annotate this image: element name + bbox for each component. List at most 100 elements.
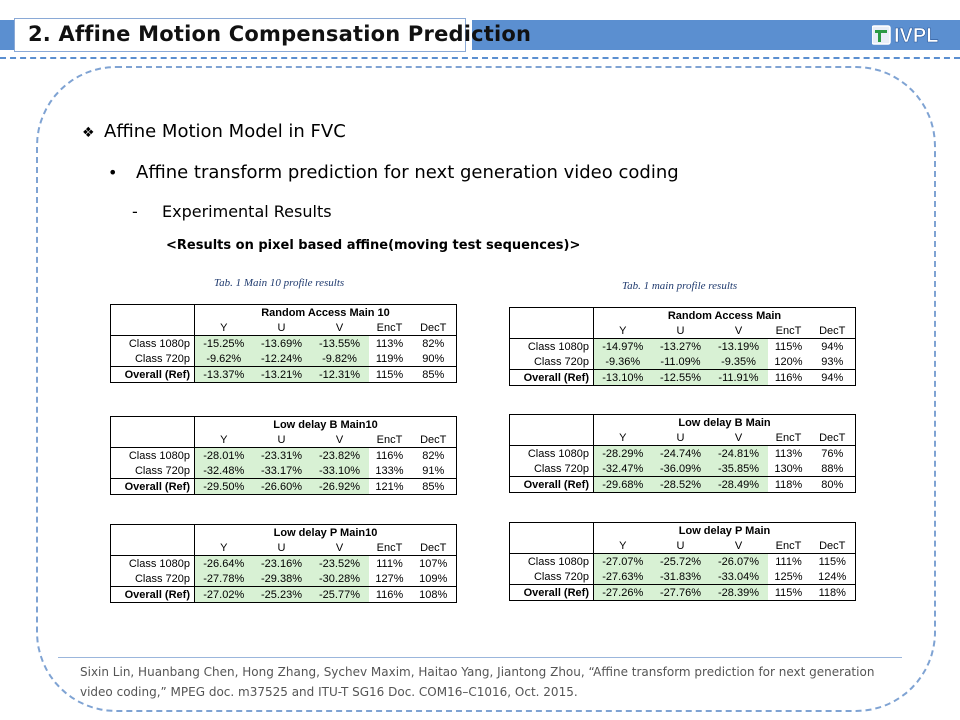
- table-overall-row: Overall (Ref) -13.37% -13.21% -12.31% 115% 85…: [110, 366, 457, 383]
- overall-cell: -25.77%: [310, 586, 369, 603]
- table-cell: -33.10%: [310, 463, 369, 479]
- overall-cell: -12.31%: [310, 366, 369, 383]
- column-header: Y: [593, 323, 652, 339]
- table-overall-row: Overall (Ref) -27.26% -27.76% -28.39% 115% 11…: [509, 584, 856, 601]
- table-corner-cell: [509, 414, 594, 430]
- table-row: Class 720p -9.62% -12.24% -9.82% 119% 90%: [110, 351, 457, 367]
- table-cell: 90%: [410, 351, 457, 367]
- caption-left: Tab. 1 Main 10 profile results: [214, 277, 345, 289]
- column-header: V: [310, 432, 369, 448]
- overall-label: Overall (Ref): [509, 476, 594, 493]
- table-header-blank: [509, 323, 594, 339]
- row-label: Class 1080p: [509, 338, 594, 354]
- column-header: U: [651, 430, 710, 446]
- table-cell: -25.72%: [651, 553, 710, 569]
- table-overall-row: Overall (Ref) -29.50% -26.60% -26.92% 121% 85…: [110, 478, 457, 495]
- table-cell: 115%: [774, 340, 803, 353]
- table-cell: 94%: [809, 338, 856, 354]
- overall-cell: -27.02%: [194, 586, 253, 603]
- table-cell: -13.27%: [651, 338, 710, 354]
- table-cell: -28.29%: [593, 445, 652, 461]
- column-header: DecT: [809, 538, 856, 554]
- table-title: Low delay P Main10: [194, 524, 457, 540]
- results-table-right-1: Random Access Main Y U V EncT DecT Class 1080p…: [509, 307, 856, 386]
- table-row: Class 720p -9.36% -11.09% -9.35% 120% 93%: [509, 354, 856, 370]
- column-header: Y: [194, 432, 253, 448]
- column-header: DecT: [410, 432, 457, 448]
- table-cell: -31.83%: [651, 569, 710, 585]
- overall-cell: -27.76%: [651, 584, 710, 601]
- overall-cell: 80%: [809, 476, 856, 493]
- table-row: Class 720p -32.48% -33.17% -33.10% 133% 91%: [110, 463, 457, 479]
- table-row: Class 1080p -14.97% -13.27% -13.19% 115% 94%: [509, 338, 856, 354]
- ivpl-logo: IVPL: [872, 25, 939, 47]
- table-cell: -13.69%: [252, 335, 311, 351]
- column-header: V: [310, 320, 369, 336]
- results-table-left-1: Random Access Main 10 Y U V EncT DecT Class 10…: [110, 304, 457, 383]
- table-cell: 82%: [410, 335, 457, 351]
- column-header: U: [252, 432, 311, 448]
- header-divider: [0, 57, 960, 59]
- table-corner-cell: [110, 416, 195, 432]
- table-corner-cell: [509, 522, 594, 538]
- table-cell: 111%: [376, 557, 403, 570]
- overall-cell: -26.60%: [252, 478, 311, 495]
- overall-cell: -26.92%: [310, 478, 369, 495]
- column-header: EncT: [368, 320, 411, 336]
- table-cell: -23.16%: [252, 555, 311, 571]
- column-header: V: [709, 430, 768, 446]
- table-cell: -26.07%: [709, 553, 768, 569]
- page-title: 2. Affine Motion Compensation Prediction: [28, 22, 532, 46]
- table-cell: -23.52%: [310, 555, 369, 571]
- table-row: Class 720p -32.47% -36.09% -35.85% 130% 88%: [509, 461, 856, 477]
- table-row: Class 1080p -28.01% -23.31% -23.82% 116% 82%: [110, 447, 457, 463]
- table-cell: 125%: [774, 570, 803, 583]
- overall-cell: -28.49%: [709, 476, 768, 493]
- table-cell: 119%: [375, 352, 404, 365]
- table-cell: -23.31%: [252, 447, 311, 463]
- results-table-right-2: Low delay B Main Y U V EncT DecT Class 1080p -2…: [509, 414, 856, 493]
- row-label: Class 720p: [110, 351, 195, 367]
- column-header: DecT: [809, 430, 856, 446]
- overall-cell: 116%: [368, 586, 411, 603]
- table-row: Class 720p -27.78% -29.38% -30.28% 127% 109%: [110, 571, 457, 587]
- table-row: Class 1080p -26.64% -23.16% -23.52% 111% 107%: [110, 555, 457, 571]
- table-cell: -12.24%: [252, 351, 311, 367]
- column-header: DecT: [410, 320, 457, 336]
- column-header: U: [252, 540, 311, 556]
- overall-cell: -13.10%: [593, 369, 652, 386]
- overall-cell: -25.23%: [252, 586, 311, 603]
- row-label: Class 720p: [509, 569, 594, 585]
- overall-cell: -29.50%: [194, 478, 253, 495]
- column-header: EncT: [767, 538, 810, 554]
- column-header: EncT: [767, 430, 810, 446]
- table-title: Low delay B Main: [593, 414, 856, 430]
- bullet-level1: ❖ Affine Motion Model in FVC: [82, 121, 346, 142]
- logo-text: IVPL: [894, 25, 938, 47]
- overall-cell: -13.37%: [194, 366, 253, 383]
- row-label: Class 720p: [509, 461, 594, 477]
- table-cell: -23.82%: [310, 447, 369, 463]
- overall-label: Overall (Ref): [110, 586, 195, 603]
- column-header: U: [651, 323, 710, 339]
- overall-cell: 118%: [767, 476, 810, 493]
- dash-bullet-icon: -: [132, 202, 138, 221]
- overall-cell: -12.55%: [651, 369, 710, 386]
- overall-cell: 108%: [410, 586, 457, 603]
- row-label: Class 1080p: [509, 445, 594, 461]
- bullet-level3-text: Experimental Results: [162, 202, 332, 221]
- overall-label: Overall (Ref): [110, 366, 195, 383]
- overall-cell: -29.68%: [593, 476, 652, 493]
- overall-cell: 118%: [809, 584, 856, 601]
- overall-cell: -13.21%: [252, 366, 311, 383]
- table-header-blank: [110, 432, 195, 448]
- table-cell: -27.63%: [593, 569, 652, 585]
- overall-cell: 85%: [410, 366, 457, 383]
- table-row: Class 1080p -27.07% -25.72% -26.07% 111% 115%: [509, 553, 856, 569]
- table-title: Random Access Main 10: [194, 304, 457, 320]
- column-header: EncT: [368, 540, 411, 556]
- table-row: Class 1080p -15.25% -13.69% -13.55% 113% 82%: [110, 335, 457, 351]
- table-cell: 133%: [375, 464, 404, 477]
- table-cell: 130%: [774, 462, 803, 475]
- table-cell: 76%: [809, 445, 856, 461]
